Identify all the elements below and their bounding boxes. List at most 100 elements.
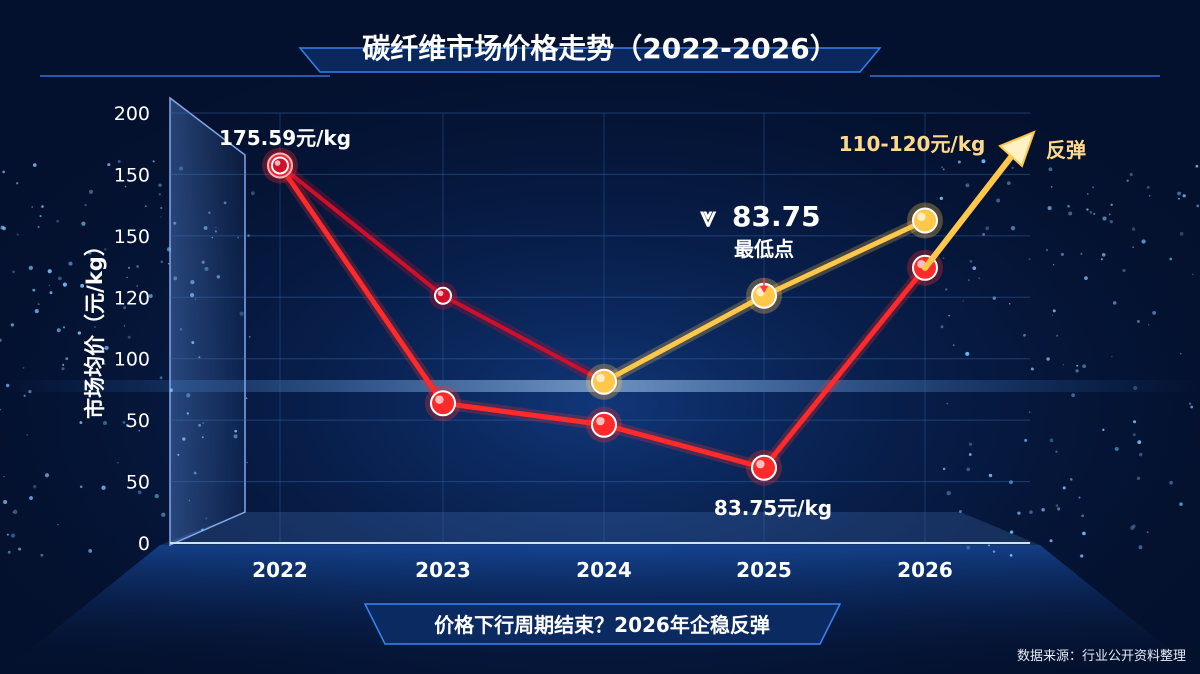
particle [1071,393,1075,398]
forecast-range-label: 110-120元/kg [839,132,986,156]
particle [965,183,970,188]
particle [1102,428,1105,432]
particle [223,201,227,205]
particle [1030,367,1034,371]
particle [23,394,26,397]
particle [1047,206,1052,211]
particle [233,434,238,439]
particle [136,285,138,287]
particle [160,206,163,210]
particle [211,236,214,239]
particle [969,260,973,263]
particle [179,328,183,331]
particle [1102,216,1107,221]
particle [61,367,65,371]
low-value-unit-label: 83.75元/kg [714,496,832,520]
particle [201,436,204,439]
particle [942,467,946,471]
particle [1133,385,1138,391]
particle [985,226,990,231]
particle [945,288,948,291]
particle [1129,172,1133,177]
particle [159,376,163,380]
particle [1049,438,1054,443]
particle [939,196,943,200]
particle [1051,314,1054,316]
data-source: 数据来源：行业公开资料整理 [1017,649,1186,664]
particle [18,547,22,551]
particle [186,393,191,398]
particle [62,363,65,366]
x-tick-label: 2024 [576,558,632,582]
particle [10,323,15,327]
rebound-label: 反弹 [1046,138,1086,162]
y-tick-label: 150 [114,164,150,186]
particle [966,545,971,550]
particle [152,160,155,163]
particle [1076,364,1079,367]
particle [982,233,986,236]
particle [1068,211,1073,216]
particle [1056,334,1059,337]
data-point [430,390,456,417]
particle [246,461,248,464]
x-tick-label: 2023 [415,558,471,582]
particle [234,429,237,433]
particle [1149,195,1151,197]
particle [154,493,159,499]
particle [1110,203,1113,206]
particle [245,397,248,400]
particle [941,166,943,169]
particle [1080,252,1083,255]
particle [182,437,186,441]
particle [80,283,85,288]
particle [173,221,177,225]
particle [1131,227,1136,231]
data-point [591,411,617,438]
particle [44,473,50,478]
particle [239,311,244,316]
particle [26,434,29,436]
particle [1041,507,1045,512]
particle [125,423,129,427]
low-point-caption: 最低点 [734,237,794,261]
particle [1023,333,1026,337]
particle [32,163,37,167]
particle [31,206,34,208]
particle [190,293,195,298]
particle [123,325,125,327]
data-point-shine [917,212,926,222]
particle [1062,363,1065,366]
particle [87,250,92,255]
particle [190,280,195,285]
particle [160,260,164,264]
particle [1179,232,1184,236]
data-point-shine [756,459,765,469]
y-tick-label: 120 [114,287,150,309]
particle [1049,539,1053,543]
particle [188,499,191,502]
particle [1052,309,1056,313]
particle [1045,248,1049,252]
data-point-shine [437,290,444,297]
particle [103,362,106,366]
particle [101,386,104,389]
particle [84,203,87,207]
particle [966,467,971,472]
particle [10,533,16,538]
particle [208,211,211,214]
particle [1177,191,1181,196]
particle [1141,239,1146,244]
particle [214,230,218,233]
y-tick-label: 50 [126,472,150,494]
particle [1188,402,1192,405]
x-tick-label: 2025 [736,558,792,582]
particle [942,168,945,171]
particle [47,269,52,274]
particle [0,225,5,230]
particle [1139,452,1143,457]
particle [205,517,208,520]
particle [968,453,972,456]
